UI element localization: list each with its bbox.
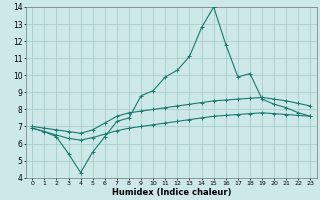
X-axis label: Humidex (Indice chaleur): Humidex (Indice chaleur) — [112, 188, 231, 197]
